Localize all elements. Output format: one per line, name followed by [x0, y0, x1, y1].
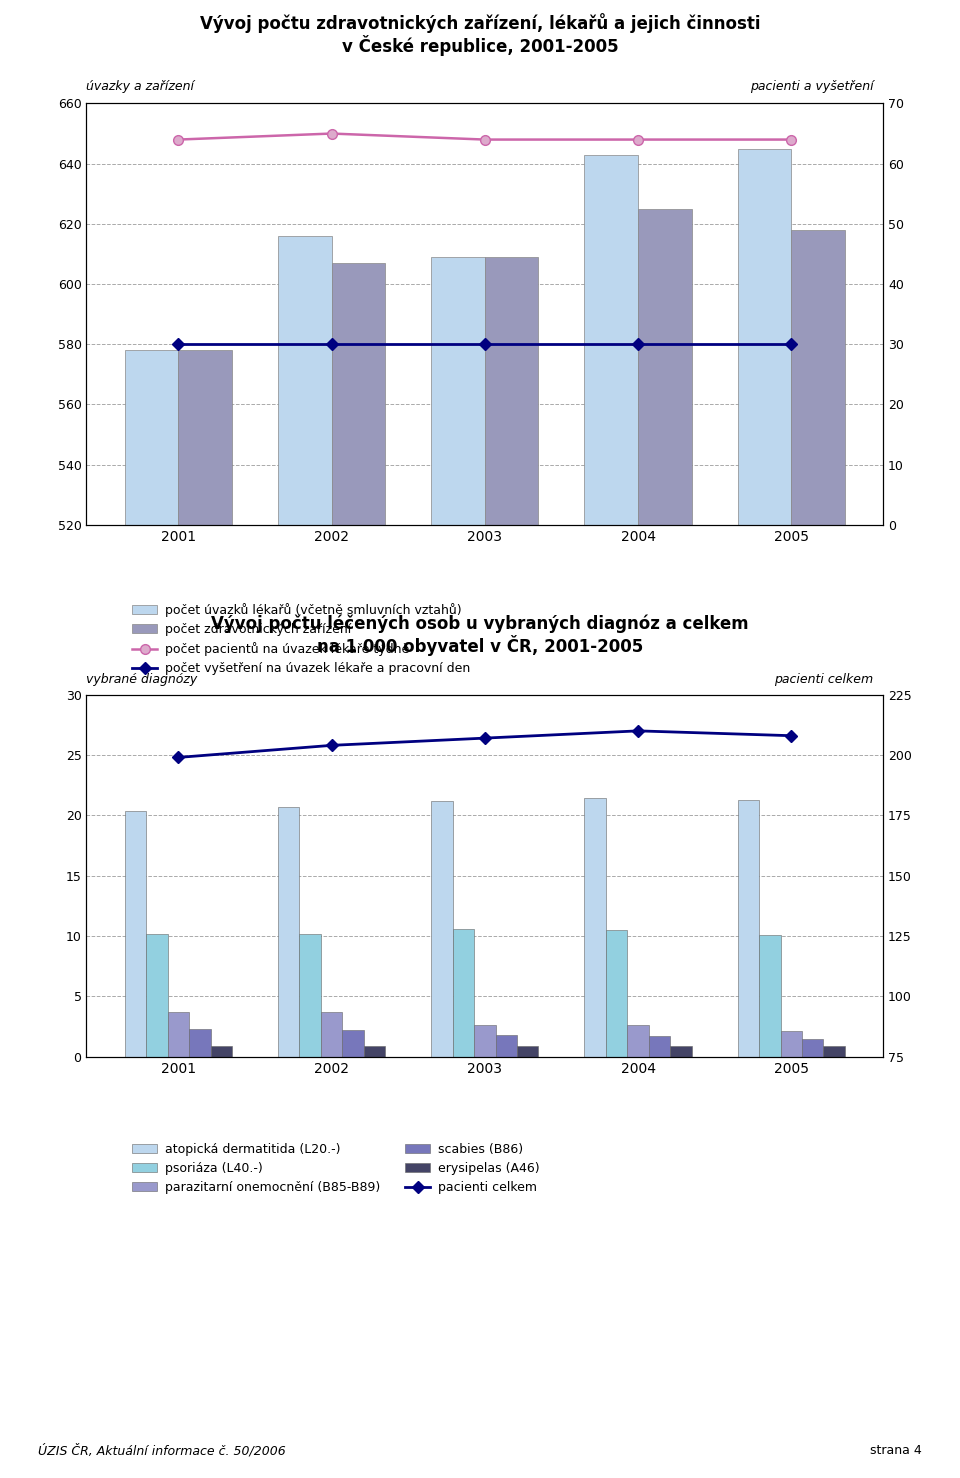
- Bar: [585, 155, 638, 1478]
- Bar: [759, 936, 780, 1057]
- Bar: [189, 1029, 210, 1057]
- Bar: [146, 934, 168, 1057]
- Text: Vývoj počtu zdravotnických zařízení, lékařů a jejich činnosti: Vývoj počtu zdravotnických zařízení, lék…: [200, 12, 760, 33]
- Bar: [343, 1030, 364, 1057]
- Bar: [638, 208, 691, 1478]
- Bar: [670, 1046, 691, 1057]
- Bar: [431, 257, 485, 1478]
- Text: Vývoj počtu léčených osob u vybraných diagnóz a celkem: Vývoj počtu léčených osob u vybraných di…: [211, 613, 749, 633]
- Text: v České republice, 2001-2005: v České republice, 2001-2005: [342, 35, 618, 56]
- Bar: [210, 1046, 232, 1057]
- Text: ÚZIS ČR, Aktuální informace č. 50/2006: ÚZIS ČR, Aktuální informace č. 50/2006: [38, 1444, 286, 1457]
- Bar: [585, 798, 606, 1057]
- Bar: [737, 800, 759, 1057]
- Bar: [331, 263, 385, 1478]
- Bar: [780, 1032, 802, 1057]
- Bar: [364, 1046, 385, 1057]
- Text: pacienti a vyšetření: pacienti a vyšetření: [750, 80, 874, 93]
- Text: strana 4: strana 4: [870, 1444, 922, 1457]
- Bar: [802, 1039, 824, 1057]
- Text: úvazky a zařízení: úvazky a zařízení: [86, 80, 194, 93]
- Bar: [125, 350, 179, 1478]
- Bar: [649, 1036, 670, 1057]
- Bar: [627, 1026, 649, 1057]
- Bar: [824, 1046, 845, 1057]
- Bar: [321, 1012, 343, 1057]
- Bar: [168, 1012, 189, 1057]
- Bar: [125, 810, 146, 1057]
- Bar: [791, 229, 845, 1478]
- Bar: [737, 149, 791, 1478]
- Bar: [606, 930, 627, 1057]
- Bar: [495, 1035, 517, 1057]
- Bar: [278, 807, 300, 1057]
- Bar: [452, 928, 474, 1057]
- Bar: [278, 236, 331, 1478]
- Legend: atopická dermatitida (L20.-), psoriáza (L40.-), parazitarní onemocnění (B85-B89): atopická dermatitida (L20.-), psoriáza (…: [132, 1142, 540, 1194]
- Text: na 1 000 obyvatel v ČR, 2001-2005: na 1 000 obyvatel v ČR, 2001-2005: [317, 636, 643, 656]
- Bar: [431, 801, 452, 1057]
- Bar: [517, 1046, 539, 1057]
- Bar: [300, 934, 321, 1057]
- Legend: počet úvazků lékařů (včetně smluvních vztahů), počet zdravotnických zařízení, po: počet úvazků lékařů (včetně smluvních vz…: [132, 603, 470, 675]
- Bar: [179, 350, 232, 1478]
- Bar: [485, 257, 539, 1478]
- Text: vybrané diagnózy: vybrané diagnózy: [86, 672, 198, 686]
- Bar: [474, 1026, 495, 1057]
- Text: pacienti celkem: pacienti celkem: [775, 672, 874, 686]
